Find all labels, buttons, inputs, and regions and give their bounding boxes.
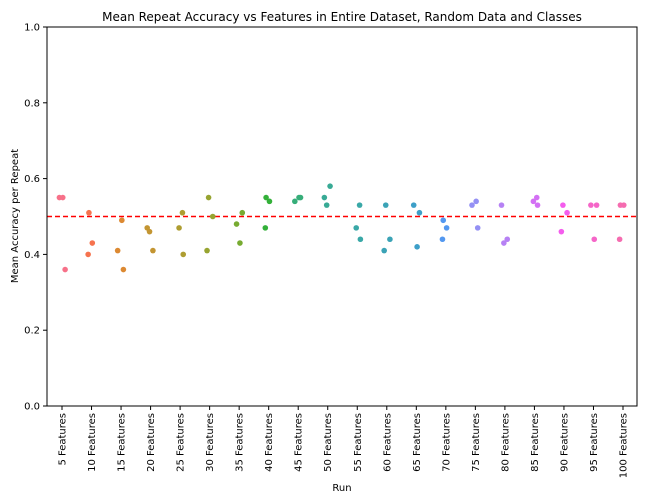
x-tick-label: 75 Features (471, 413, 482, 472)
data-point (327, 183, 333, 189)
data-point (381, 247, 387, 254)
data-point (262, 225, 269, 231)
x-tick-label: 100 Features (619, 413, 630, 478)
x-tick-label: 15 Features (117, 413, 128, 472)
x-tick-label: 5 Features (58, 413, 69, 466)
data-point (150, 247, 156, 254)
data-point (591, 236, 598, 243)
plot-area-frame (46, 26, 638, 407)
data-point (498, 202, 505, 208)
data-point (473, 198, 479, 205)
x-tick-label: 35 Features (235, 413, 246, 472)
data-point (353, 225, 360, 231)
y-tick-label: 0.0 (24, 402, 40, 413)
data-point (86, 209, 92, 216)
x-tick-label: 90 Features (559, 413, 570, 472)
data-point (239, 209, 246, 216)
data-point (119, 217, 125, 224)
data-point (616, 236, 623, 243)
data-point (356, 202, 363, 208)
data-point (530, 198, 537, 205)
data-point (209, 213, 216, 220)
data-point (534, 202, 541, 208)
data-point (504, 236, 511, 243)
x-tick-label: 95 Features (589, 413, 600, 472)
y-axis-label: Mean Accuracy per Repeat (10, 149, 21, 283)
data-point (440, 217, 447, 224)
y-tick-label: 0.8 (24, 98, 40, 109)
data-point (416, 209, 423, 216)
data-point (205, 194, 212, 201)
data-point (323, 202, 330, 208)
x-tick-label: 30 Features (205, 413, 216, 472)
data-point (62, 266, 68, 273)
x-tick-label: 10 Features (87, 413, 98, 472)
data-point (593, 202, 600, 208)
data-point (588, 202, 594, 208)
data-point (501, 240, 507, 246)
data-point (560, 202, 566, 208)
y-tick-label: 1.0 (24, 23, 40, 34)
x-tick-label: 25 Features (176, 413, 187, 472)
data-point (321, 194, 328, 201)
data-point (237, 240, 243, 246)
data-point (410, 202, 417, 208)
y-tick-label: 0.6 (24, 174, 40, 185)
data-point (85, 251, 91, 258)
x-tick-label: 85 Features (530, 413, 541, 472)
x-tick-label: 65 Features (412, 413, 423, 472)
data-point (443, 225, 450, 231)
data-points (56, 183, 627, 273)
data-point (233, 221, 240, 227)
data-point (414, 244, 420, 250)
data-point (474, 225, 481, 231)
chart-title: Mean Repeat Accuracy vs Features in Enti… (102, 10, 582, 24)
data-point (114, 247, 121, 254)
data-point (180, 251, 187, 258)
x-tick-label: 60 Features (382, 413, 393, 472)
data-point (469, 202, 475, 208)
data-point (564, 209, 570, 216)
data-point (439, 236, 446, 243)
x-tick-label: 20 Features (146, 413, 157, 472)
y-axis: 0.0 0.2 0.4 0.6 0.8 1.0 (24, 23, 47, 413)
x-tick-label: 55 Features (353, 413, 364, 472)
data-point (89, 240, 96, 246)
data-point (176, 225, 182, 231)
data-point (292, 198, 298, 205)
data-point (620, 202, 627, 208)
data-point (357, 236, 364, 243)
data-point (297, 194, 304, 201)
x-axis: 5 Features 10 Features 15 Features 20 Featu… (58, 406, 630, 478)
x-tick-label: 40 Features (264, 413, 275, 472)
data-point (263, 194, 269, 201)
data-point (120, 266, 127, 273)
x-tick-label: 70 Features (441, 413, 452, 472)
y-tick-label: 0.4 (24, 250, 40, 261)
x-tick-label: 45 Features (294, 413, 305, 472)
data-point (146, 228, 153, 235)
data-point (387, 236, 393, 243)
x-tick-label: 80 Features (500, 413, 511, 472)
data-point (558, 228, 565, 235)
data-point (533, 194, 540, 201)
data-point (266, 198, 273, 205)
y-tick-label: 0.2 (24, 326, 40, 337)
data-point (179, 209, 186, 216)
data-point (204, 247, 210, 254)
x-axis-label: Run (332, 483, 351, 494)
data-point (382, 202, 389, 208)
x-tick-label: 50 Features (323, 413, 334, 472)
data-point (59, 194, 66, 201)
